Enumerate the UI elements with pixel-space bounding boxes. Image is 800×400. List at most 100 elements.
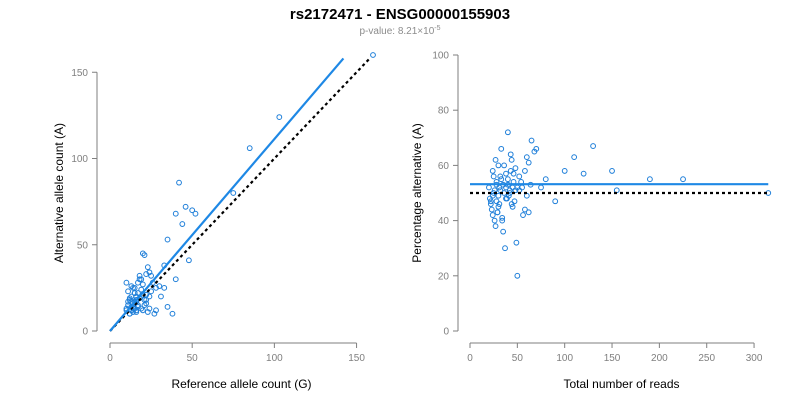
- left-data-point: [135, 290, 141, 296]
- left-x-axis-label: Reference allele count (G): [171, 377, 311, 391]
- left-data-point: [230, 190, 237, 196]
- right-data-point: [498, 145, 505, 152]
- right-data-point: [493, 198, 500, 205]
- left-data-point: [130, 309, 136, 315]
- left-data-point: [135, 279, 141, 286]
- right-data-point: [490, 173, 497, 180]
- left-data-point: [156, 283, 163, 290]
- right-data-point: [508, 201, 515, 207]
- right-x-tick-label: 250: [698, 353, 715, 364]
- right-data-point: [504, 129, 511, 136]
- right-data-point: [503, 195, 509, 202]
- right-data-point: [507, 168, 514, 174]
- right-data-point: [520, 212, 526, 218]
- right-data-point: [516, 173, 523, 180]
- right-data-point: [510, 170, 517, 177]
- left-y-tick-label: 150: [71, 68, 88, 79]
- left-data-point: [164, 303, 171, 310]
- right-data-point: [487, 201, 494, 207]
- left-data-point: [276, 114, 283, 120]
- right-data-point: [499, 217, 506, 224]
- right-data-point: [495, 192, 502, 199]
- right-data-point: [580, 170, 587, 177]
- left-data-point: [186, 257, 192, 264]
- right-x-tick-label: 300: [746, 353, 763, 364]
- left-data-point: [144, 264, 151, 271]
- right-data-point: [489, 168, 496, 174]
- left-data-point: [182, 203, 189, 210]
- right-data-point: [511, 198, 518, 205]
- left-data-point: [133, 309, 140, 315]
- right-y-tick-label: 100: [432, 51, 449, 62]
- right-y-tick-label: 60: [438, 161, 450, 172]
- left-data-point: [138, 276, 145, 283]
- right-data-point: [496, 201, 503, 207]
- right-data-point: [503, 170, 509, 177]
- left-data-point: [136, 272, 143, 279]
- left-data-point: [131, 290, 138, 296]
- left-data-point: [151, 310, 158, 317]
- right-data-point: [525, 159, 532, 166]
- right-data-point: [495, 162, 502, 169]
- left-data-point: [179, 221, 186, 227]
- right-data-point: [522, 168, 528, 174]
- left-data-point: [148, 288, 154, 295]
- right-data-point: [522, 206, 528, 213]
- right-data-point: [609, 168, 615, 174]
- right-data-point: [500, 228, 507, 235]
- right-y-tick-label: 80: [438, 106, 450, 117]
- right-data-point: [514, 272, 521, 279]
- right-data-point: [525, 209, 532, 216]
- left-data-point: [161, 284, 168, 291]
- right-data-point: [497, 173, 504, 180]
- left-data-point: [153, 307, 159, 314]
- right-data-point: [499, 214, 506, 221]
- left-data-point: [172, 210, 179, 217]
- left-x-tick-label: 0: [107, 353, 113, 364]
- left-data-point: [138, 286, 145, 293]
- right-data-point: [647, 176, 653, 183]
- left-fit-line: [109, 57, 345, 332]
- right-y-tick-label: 0: [443, 327, 449, 338]
- left-data-point: [192, 210, 199, 217]
- left-data-point: [139, 250, 146, 257]
- right-data-point: [492, 156, 499, 163]
- subtitle-prefix: p-value: 8.21×10: [359, 26, 434, 37]
- left-data-point: [146, 293, 153, 300]
- left-data-point: [176, 179, 182, 186]
- right-data-point: [590, 143, 596, 149]
- subtitle-exponent: -5: [434, 25, 440, 32]
- left-data-point: [169, 310, 176, 317]
- right-data-point: [509, 203, 516, 210]
- right-data-point: [507, 151, 514, 158]
- left-x-tick-label: 50: [187, 353, 199, 364]
- left-data-point: [135, 303, 141, 310]
- left-data-point: [126, 297, 133, 303]
- left-data-point: [125, 302, 131, 309]
- left-scatter-panel: 0 50 100 150 0 50 100 150 Reference allele count…: [52, 52, 376, 391]
- right-data-point: [512, 165, 519, 172]
- right-x-tick-label: 200: [651, 353, 668, 364]
- left-data-point: [189, 207, 196, 214]
- left-data-point: [153, 284, 159, 291]
- left-data-point: [125, 288, 131, 295]
- left-data-point: [143, 300, 150, 307]
- left-data-point: [141, 252, 148, 259]
- left-y-tick-label: 100: [71, 154, 88, 165]
- left-data-point: [143, 271, 150, 277]
- right-data-point: [488, 206, 495, 213]
- right-data-point: [491, 217, 498, 224]
- right-data-point: [509, 184, 516, 191]
- right-data-point: [680, 176, 686, 183]
- left-data-point: [148, 272, 154, 279]
- right-x-tick-label: 150: [604, 353, 621, 364]
- right-x-tick-label: 0: [467, 353, 473, 364]
- right-data-point: [486, 184, 492, 191]
- left-x-tick-label: 100: [266, 353, 283, 364]
- left-data-point: [172, 276, 179, 283]
- right-data-point: [498, 176, 505, 183]
- left-data-point: [125, 298, 131, 305]
- right-y-tick-label: 20: [438, 271, 450, 282]
- left-reference-line: [109, 57, 371, 332]
- right-data-point: [519, 184, 525, 191]
